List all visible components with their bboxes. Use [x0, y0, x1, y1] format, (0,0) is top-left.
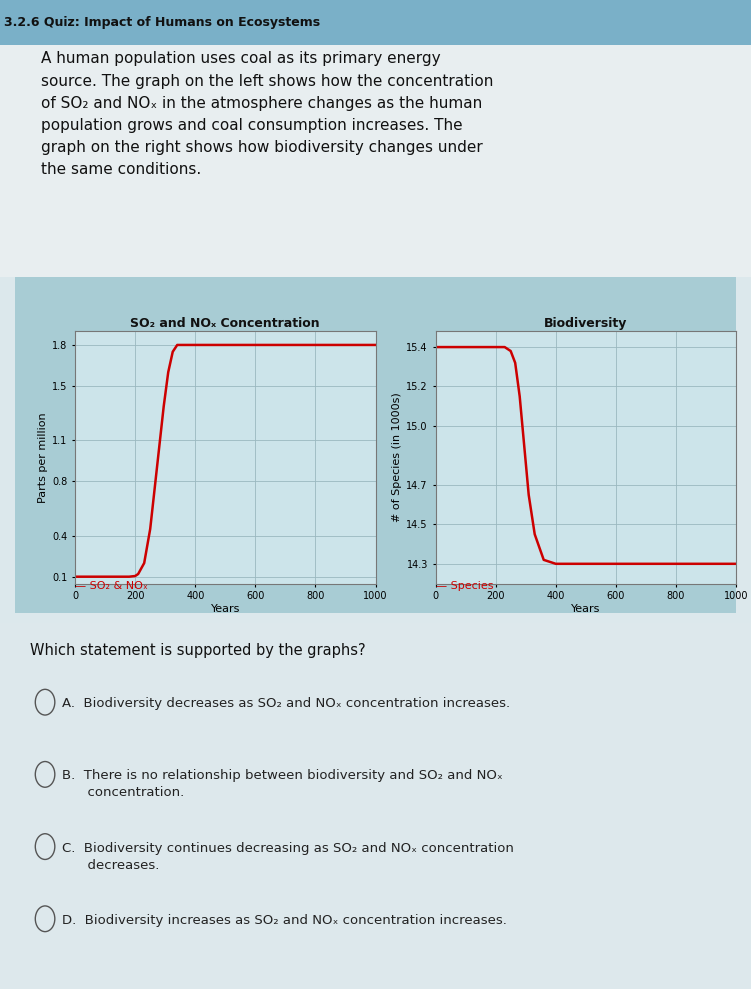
Text: Which statement is supported by the graphs?: Which statement is supported by the grap…	[30, 643, 366, 658]
Text: B.  There is no relationship between biodiversity and SO₂ and NOₓ
      concentr: B. There is no relationship between biod…	[62, 769, 502, 799]
X-axis label: Years: Years	[571, 604, 601, 614]
Text: A.  Biodiversity decreases as SO₂ and NOₓ concentration increases.: A. Biodiversity decreases as SO₂ and NOₓ…	[62, 697, 510, 710]
Text: D.  Biodiversity increases as SO₂ and NOₓ concentration increases.: D. Biodiversity increases as SO₂ and NOₓ…	[62, 914, 506, 927]
X-axis label: Years: Years	[210, 604, 240, 614]
Text: A human population uses coal as its primary energy
source. The graph on the left: A human population uses coal as its prim…	[41, 51, 493, 177]
Y-axis label: Parts per million: Parts per million	[38, 412, 48, 502]
Text: — SO₂ & NOₓ: — SO₂ & NOₓ	[75, 582, 148, 591]
Text: C.  Biodiversity continues decreasing as SO₂ and NOₓ concentration
      decreas: C. Biodiversity continues decreasing as …	[62, 842, 514, 871]
Text: 3.2.6 Quiz: Impact of Humans on Ecosystems: 3.2.6 Quiz: Impact of Humans on Ecosyste…	[4, 16, 320, 29]
Title: SO₂ and NOₓ Concentration: SO₂ and NOₓ Concentration	[131, 317, 320, 330]
Title: Biodiversity: Biodiversity	[544, 317, 628, 330]
Text: — Species: — Species	[436, 582, 493, 591]
Y-axis label: # of Species (in 1000s): # of Species (in 1000s)	[392, 393, 402, 522]
